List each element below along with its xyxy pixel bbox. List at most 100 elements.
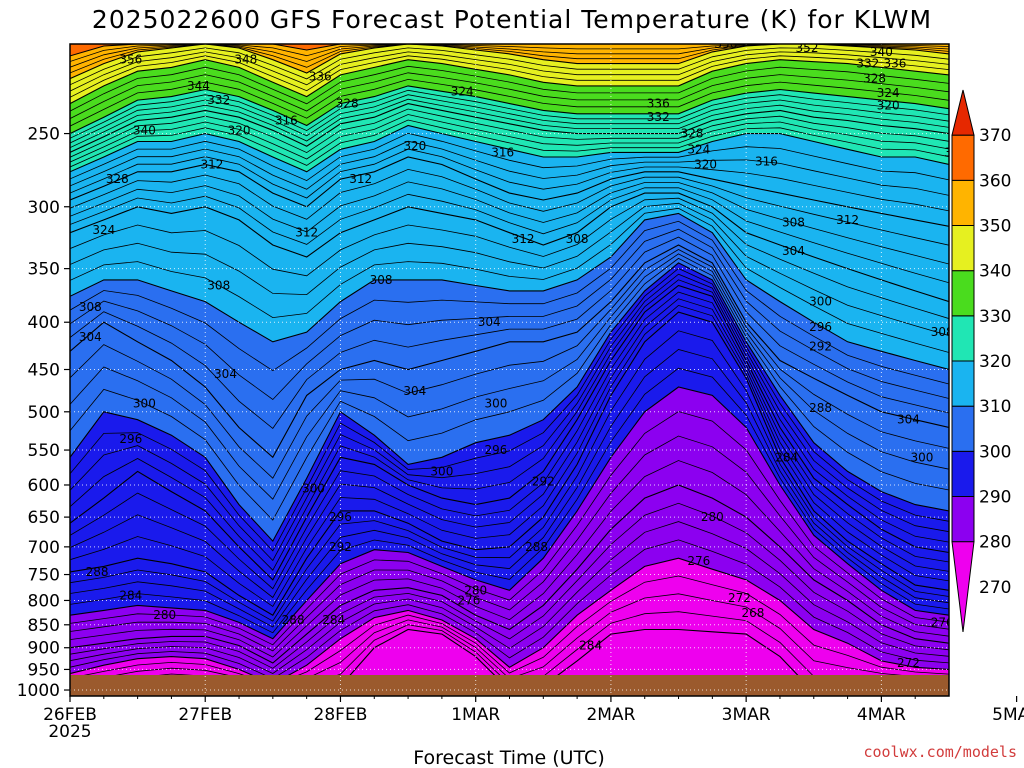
contour-label: 300	[485, 397, 508, 411]
contour-label: 288	[282, 613, 305, 627]
contour-label: 284	[119, 588, 142, 602]
contour-label: 304	[403, 384, 426, 398]
colorbar-tick-label: 330	[979, 307, 1011, 327]
theta-contour-line	[70, 273, 949, 562]
contour-label: 276	[931, 615, 954, 629]
colorbar: 270 280 290 300 310 320 330 340 350 360 370	[951, 89, 1011, 633]
contour-label: 280	[153, 608, 176, 622]
contour-label: 292	[532, 475, 555, 489]
contour-label: 332	[647, 110, 670, 124]
theta-contour-line	[70, 330, 949, 622]
colorbar-segment	[951, 225, 975, 272]
contour-label: 272	[897, 656, 920, 670]
contour-label: 312	[201, 157, 224, 171]
theta-contour-line	[70, 140, 949, 196]
theta-contour-line	[70, 244, 949, 459]
colorbar-tick-label: 350	[979, 217, 1011, 237]
colorbar-tick-label: 310	[979, 397, 1011, 417]
theta-contour-line	[70, 51, 949, 92]
theta-contour-line	[70, 236, 949, 429]
contour-label: 268	[741, 606, 764, 620]
contour-label: 328	[681, 127, 704, 141]
y-tick-label: 650	[28, 508, 60, 528]
contour-label: 332	[856, 57, 879, 71]
y-tick-label: 700	[28, 538, 60, 558]
colorbar-tick-label: 290	[979, 488, 1011, 508]
contour-label: 288	[525, 540, 548, 554]
contour-label: 324	[92, 223, 115, 237]
contour-label: 336	[883, 57, 906, 71]
theta-contour-line	[70, 411, 949, 646]
y-tick-label: 500	[28, 403, 60, 423]
y-tick-label: 300	[28, 198, 60, 218]
contour-label: 304	[214, 367, 237, 381]
contour-label: 352	[796, 41, 819, 55]
y-tick-label: 600	[28, 476, 60, 496]
contour-label: 316	[491, 145, 514, 159]
contour-label: 328	[336, 97, 359, 111]
contour-label: 300	[430, 464, 453, 478]
chart-title: 2025022600 GFS Forecast Potential Temper…	[92, 5, 932, 34]
contour-label: 340	[133, 123, 156, 137]
contour-label: 324	[687, 142, 710, 156]
x-tick-label: 3MAR	[722, 705, 771, 725]
colorbar-segment	[951, 541, 975, 633]
theta-contour-line	[70, 268, 949, 552]
contour-label: 308	[207, 278, 230, 292]
colorbar-segment	[951, 315, 975, 362]
theta-contour-line	[70, 103, 949, 153]
theta-contour-line	[70, 59, 949, 105]
x-tick-label: 27FEB	[178, 705, 232, 725]
contour-label: 296	[485, 443, 508, 457]
y-tick-label: 450	[28, 361, 60, 381]
colorbar-segment	[951, 496, 975, 543]
contour-label: 316	[275, 114, 298, 128]
colorbar-tick-label: 270	[979, 578, 1011, 598]
ground-terrain	[70, 675, 949, 696]
theta-contour-line	[70, 557, 949, 685]
y-tick-label: 250	[28, 125, 60, 145]
contour-label: 304	[79, 330, 102, 344]
colorbar-tick-label: 360	[979, 171, 1011, 191]
theta-contour-line	[70, 85, 949, 135]
theta-contour-line	[70, 484, 949, 664]
colorbar-tick-label: 370	[979, 126, 1011, 146]
contour-label: 344	[863, 33, 886, 47]
theta-contour-line	[70, 386, 949, 640]
contour-label: 312	[349, 172, 372, 186]
y-tick-label: 350	[28, 260, 60, 280]
contour-label: 296	[119, 432, 142, 446]
contour-label: 324	[877, 86, 900, 100]
contour-label: 300	[302, 481, 325, 495]
theta-contour-line	[70, 521, 949, 674]
colorbar-segment	[951, 270, 975, 317]
theta-contour-line	[70, 575, 949, 686]
theta-contour-line	[70, 168, 949, 246]
theta-contour-line	[70, 539, 949, 680]
contour-label: 304	[782, 244, 805, 258]
contour-label: 284	[579, 638, 602, 652]
y-axis: 250 300 350 400 450 500 550 600 650 700 750 800 850 9…	[17, 125, 70, 701]
contour-label: 348	[836, 33, 859, 47]
contour-label: 300	[809, 295, 832, 309]
contour-label: 300	[911, 450, 934, 464]
y-tick-label: 900	[28, 639, 60, 659]
contour-label: 280	[464, 583, 487, 597]
contour-label: 288	[86, 565, 109, 579]
contour-label: 300	[133, 397, 156, 411]
y-tick-label: 750	[28, 566, 60, 586]
colorbar-segment	[951, 360, 975, 407]
contour-label: 288	[809, 401, 832, 415]
theta-contour-line	[70, 119, 949, 168]
contour-label: 308	[566, 232, 589, 246]
contour-label: 320	[694, 157, 717, 171]
contour-label: 292	[809, 340, 832, 354]
theta-contour-line	[70, 298, 949, 599]
theta-contour-line	[70, 367, 949, 634]
theta-contour-line	[70, 279, 949, 571]
contour-label: 316	[755, 154, 778, 168]
colorbar-segment	[951, 405, 975, 452]
theta-contour-line	[70, 311, 949, 616]
contour-label: 336	[309, 70, 332, 84]
contour-label: 308	[782, 215, 805, 229]
